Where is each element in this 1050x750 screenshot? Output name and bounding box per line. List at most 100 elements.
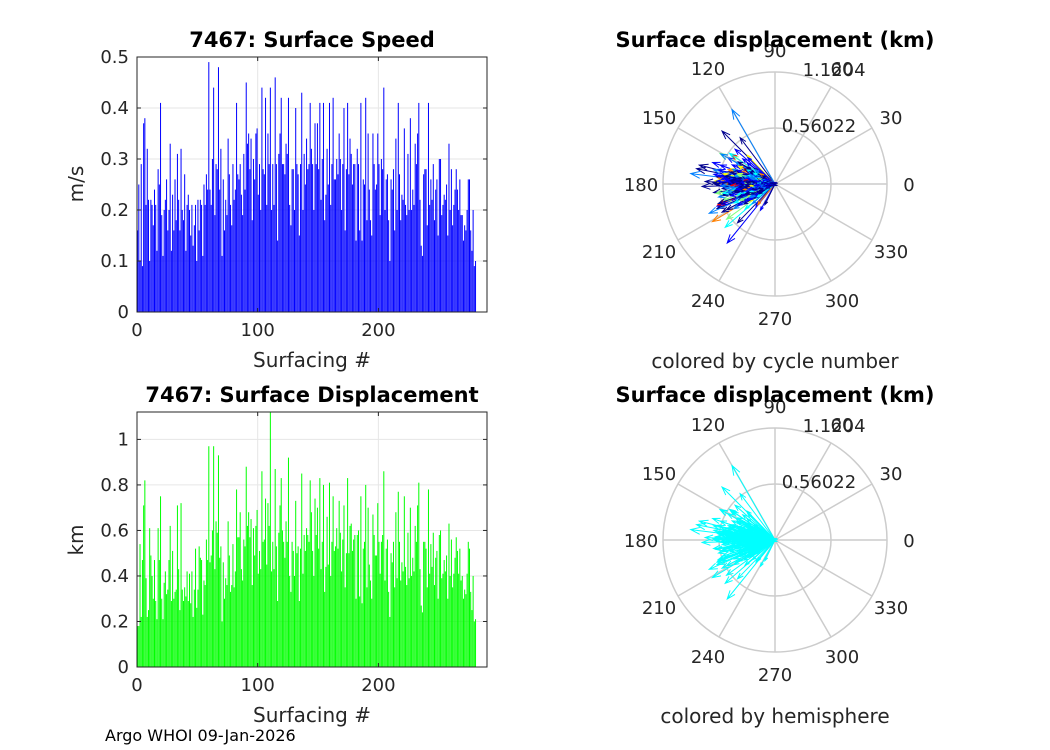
displacement-bar: [250, 519, 252, 667]
compass-hemisphere-title: Surface displacement (km): [615, 383, 934, 407]
displacement-bar: [216, 532, 218, 667]
speed-bar: [295, 108, 297, 312]
compass-hemisphere-angle-label: 120: [691, 415, 725, 436]
displacement-bar: [172, 550, 174, 667]
speed-bar: [283, 164, 285, 312]
displacement-bar: [314, 498, 316, 667]
displacement-bar: [289, 575, 291, 667]
displacement-bar: [176, 505, 178, 667]
displacement-bar: [149, 528, 151, 667]
displacement-bar: [440, 530, 442, 667]
speed-bar: [443, 194, 445, 312]
displacement-bar: [174, 591, 176, 667]
displacement-bar: [269, 412, 271, 667]
speed-bar: [374, 189, 376, 312]
speed-bar: [220, 148, 222, 312]
displacement-bar: [209, 562, 211, 667]
speed-bar: [173, 230, 175, 312]
speed-bar: [181, 210, 183, 312]
speed-bar: [245, 82, 247, 312]
speed-bar: [354, 164, 356, 312]
speed-bar: [174, 179, 176, 312]
speed-xlabel: Surfacing #: [253, 348, 371, 372]
displacement-bar: [280, 478, 282, 667]
speed-bar: [209, 189, 211, 312]
displacement-bar: [256, 509, 258, 667]
displacement-bar: [236, 489, 238, 667]
speed-title: 7467: Surface Speed: [189, 28, 435, 52]
displacement-bar: [376, 555, 378, 667]
displacement-bar: [441, 578, 443, 667]
speed-bar: [380, 159, 382, 312]
displacement-bar: [140, 616, 142, 667]
displacement-bar: [156, 619, 158, 667]
displacement-ytick-label: 0.6: [100, 520, 129, 541]
displacement-bar: [151, 575, 153, 667]
displacement-bar: [408, 578, 410, 667]
displacement-bar: [351, 550, 353, 667]
speed-bar: [331, 164, 333, 312]
compass-hemisphere-spoke: [774, 483, 873, 541]
displacement-bar: [208, 446, 210, 667]
speed-bar: [322, 102, 324, 313]
displacement-bar: [365, 484, 367, 667]
compass-hemisphere-arrow: [731, 464, 776, 541]
displacement-bar: [357, 530, 359, 667]
displacement-bar: [308, 541, 310, 667]
displacement-bar: [337, 548, 339, 667]
displacement-bar: [284, 557, 286, 667]
displacement-bar: [419, 569, 421, 667]
displacement-bar: [342, 539, 344, 667]
displacement-bar: [295, 500, 297, 667]
displacement-bar: [272, 541, 274, 667]
displacement-bar: [143, 505, 145, 667]
displacement-bar: [389, 616, 391, 667]
speed-bar: [287, 97, 289, 312]
speed-bar: [446, 184, 448, 312]
displacement-bar: [437, 598, 439, 667]
speed-bar: [140, 164, 142, 312]
speed-bar: [302, 210, 304, 312]
speed-bar: [260, 210, 262, 312]
displacement-bar: [145, 578, 147, 667]
speed-bar: [213, 87, 215, 312]
speed-bar: [361, 240, 363, 312]
displacement-bar: [417, 505, 419, 667]
speed-bar: [403, 128, 405, 312]
displacement-bar: [475, 619, 477, 667]
speed-bar: [431, 199, 433, 312]
displacement-bar: [234, 571, 236, 667]
speed-bar: [304, 184, 306, 312]
speed-bar: [145, 204, 147, 312]
displacement-bar: [431, 566, 433, 667]
displacement-bar: [430, 544, 432, 667]
speed-bar: [155, 204, 157, 312]
compass-cycle-angle-label: 90: [764, 41, 787, 62]
speed-bar: [373, 164, 375, 312]
displacement-bar: [257, 573, 259, 667]
speed-bar: [400, 220, 402, 312]
speed-bar: [141, 266, 143, 312]
displacement-bar: [458, 573, 460, 667]
speed-bar: [391, 189, 393, 312]
speed-bar: [379, 215, 381, 312]
displacement-bar: [275, 546, 277, 667]
speed-bar: [469, 179, 470, 312]
displacement-bar: [402, 571, 404, 667]
speed-bar: [225, 199, 227, 312]
compass-hemisphere-angle-label: 270: [758, 665, 792, 686]
displacement-bar: [403, 496, 405, 667]
compass-hemisphere-angle-label: 180: [624, 531, 658, 552]
speed-bar: [388, 220, 390, 312]
compass-hemisphere-angle-label: 150: [642, 464, 676, 485]
displacement-bar: [371, 598, 373, 667]
speed-bar: [418, 102, 420, 313]
compass-hemisphere-angle-label: 300: [825, 647, 859, 668]
displacement-bar: [341, 571, 343, 667]
speed-bar: [345, 169, 347, 312]
speed-bar: [408, 210, 410, 312]
compass-hemisphere-ring-label: 1.1204: [803, 416, 866, 437]
compass-cycle-angle-label: 210: [642, 242, 676, 263]
speed-bar: [150, 199, 152, 312]
